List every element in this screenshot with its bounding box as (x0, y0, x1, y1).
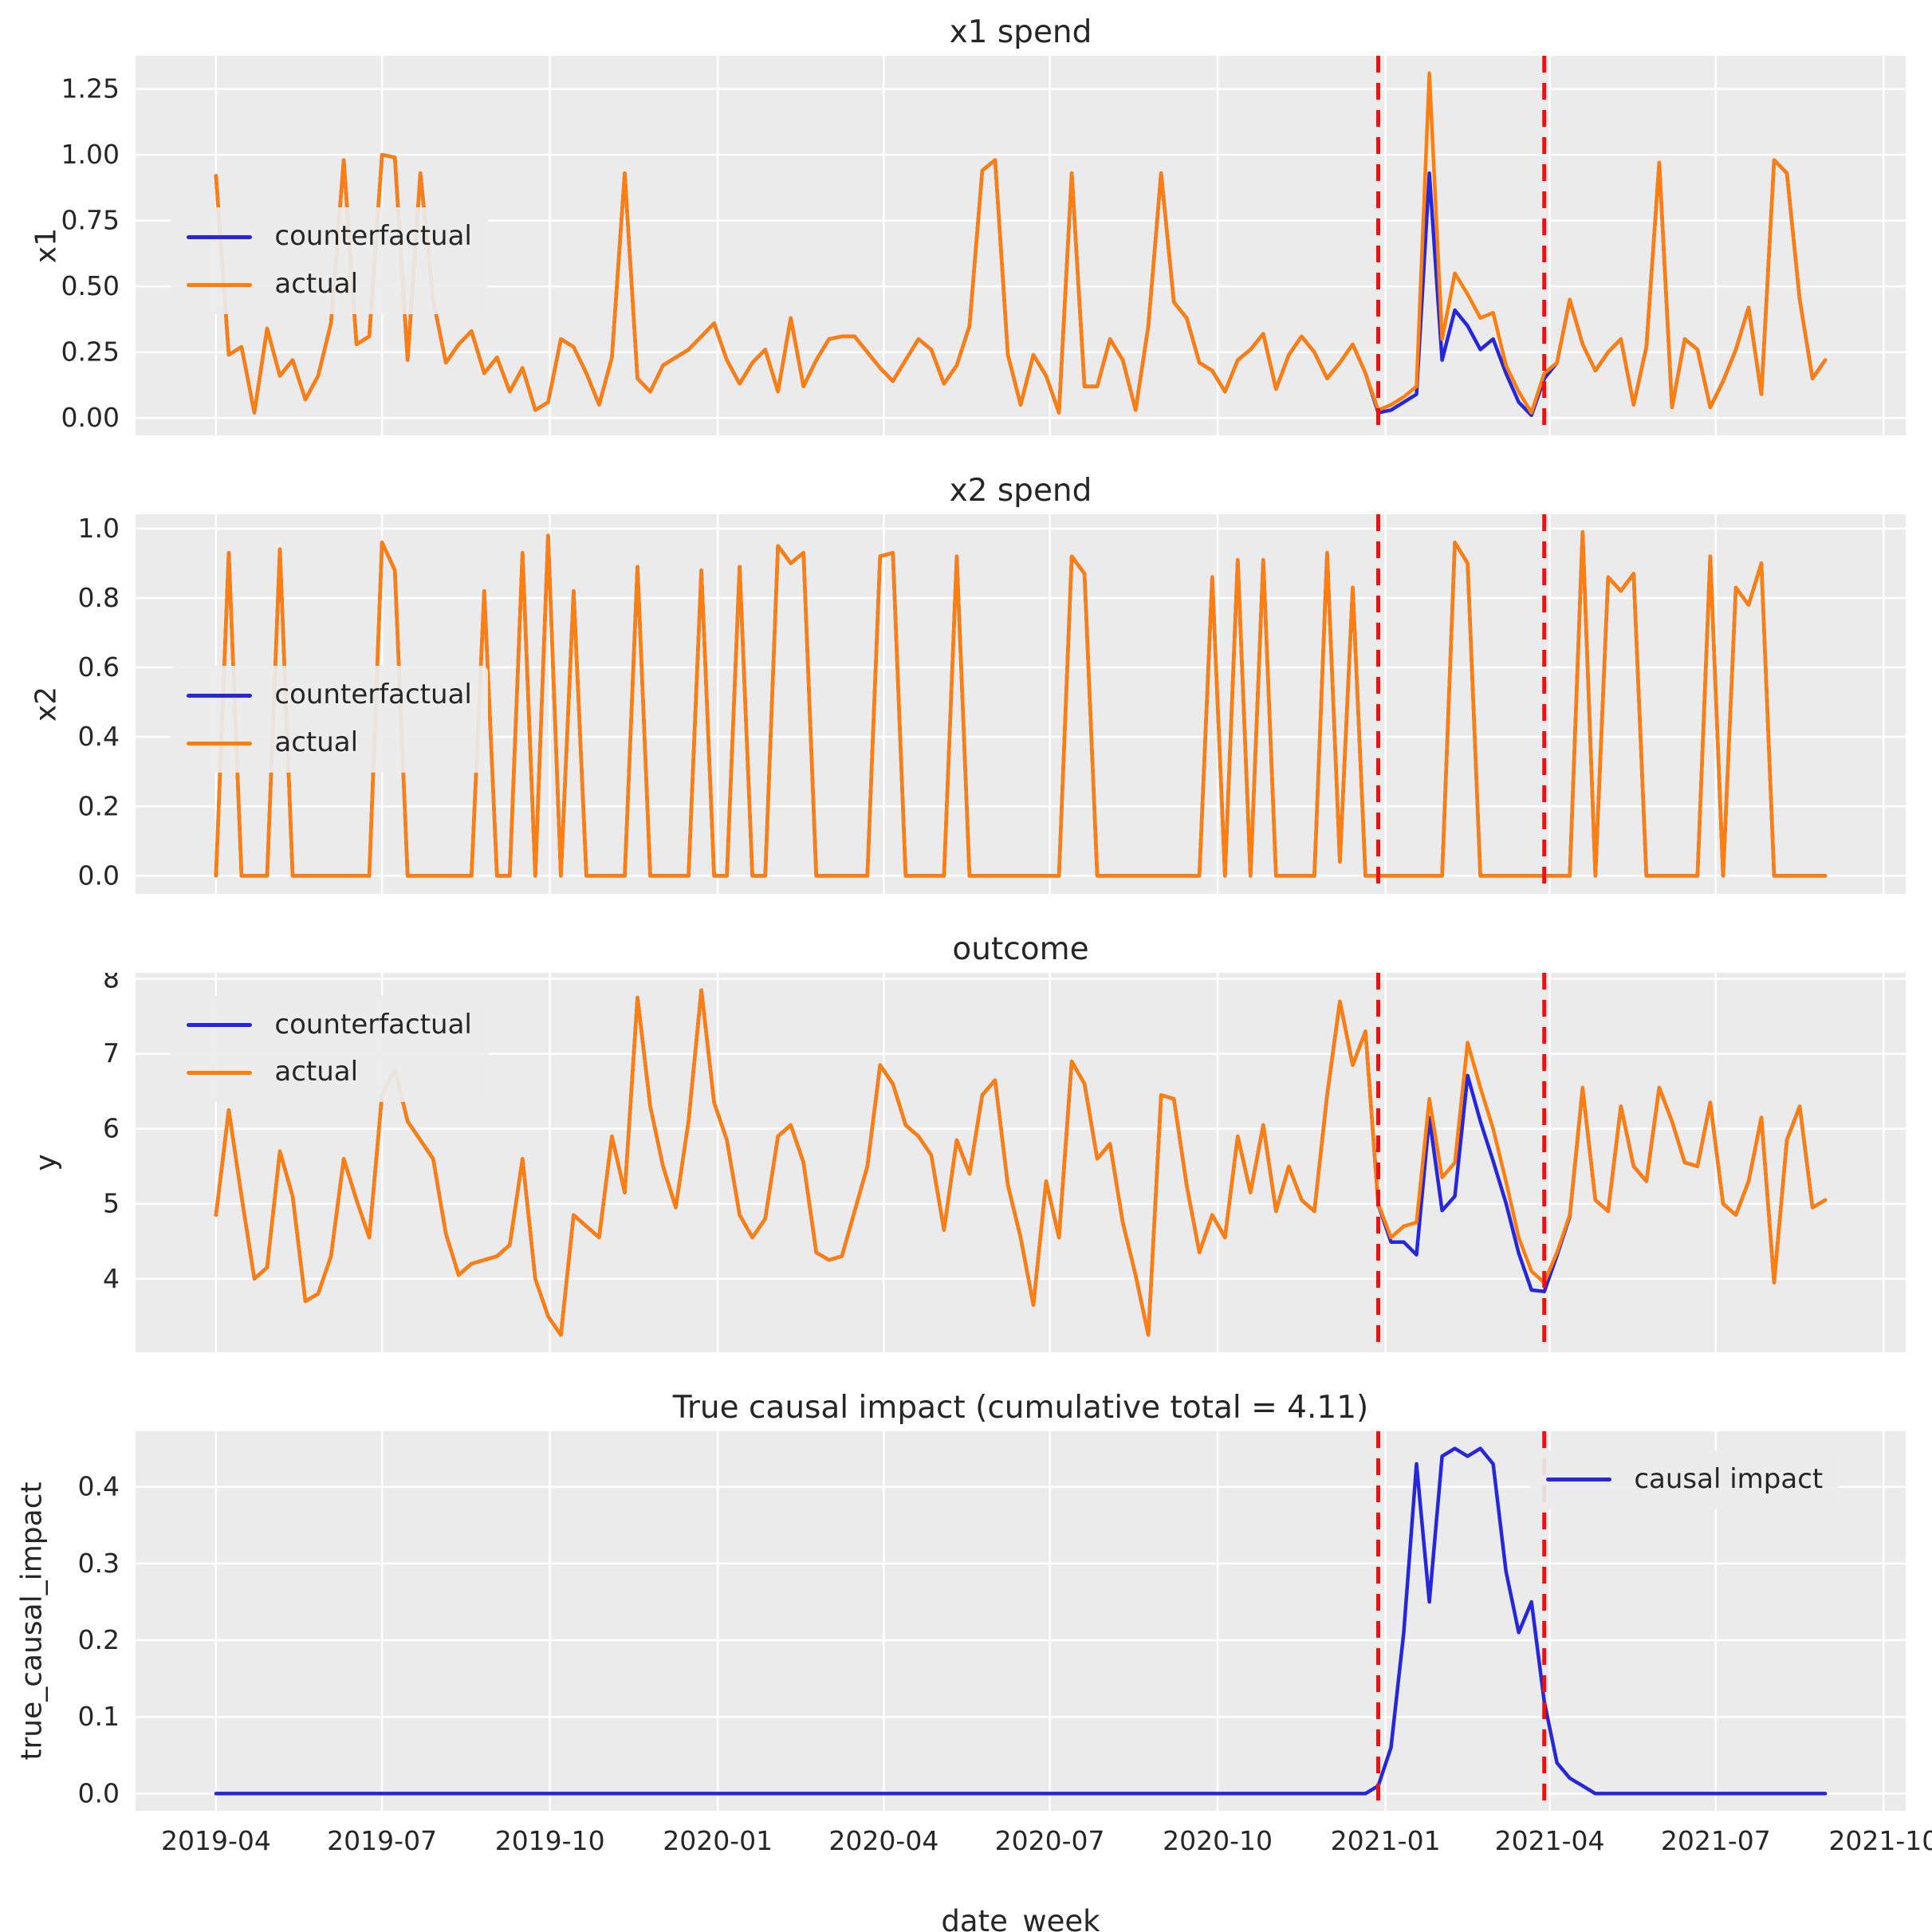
y-axis-label-true-causal-impact: true_causal_impact (15, 1481, 49, 1761)
legend-label: causal impact (1634, 1462, 1824, 1495)
y-tick-label: 0.00 (61, 402, 120, 433)
legend-outcome: counterfactual actual (171, 995, 488, 1103)
y-tick-label: 0.0 (78, 860, 120, 891)
x-tick-label: 2021-01 (1330, 1825, 1441, 1856)
x-tick-label: 2020-07 (994, 1825, 1105, 1856)
y-tick-label: 1.25 (61, 73, 120, 104)
y-tick-label: 4 (103, 1263, 120, 1294)
legend-item-causal-impact: causal impact (1546, 1462, 1823, 1498)
plot-area-true-causal-impact: 0.0 0.1 0.2 0.3 0.4 (78, 1431, 1906, 1811)
y-tick-label: 1.0 (78, 514, 120, 544)
series-line-causal-impact (214, 1446, 1828, 1796)
legend-item-actual: actual (187, 1054, 471, 1091)
y-axis-label-y: y (30, 1154, 63, 1171)
x-tick-label: 2019-07 (327, 1825, 438, 1856)
line-swatch-counterfactual-icon (187, 234, 253, 239)
y-tick-label: 0.4 (78, 1471, 120, 1502)
y-tick-label: 0.1 (78, 1701, 120, 1732)
line-swatch-actual-icon (187, 282, 253, 287)
panel-title-outcome: outcome (952, 931, 1089, 967)
y-tick-label: 0.8 (78, 582, 120, 613)
x-tick-label: 2020-01 (663, 1825, 773, 1856)
line-swatch-counterfactual-icon (187, 693, 253, 698)
y-tick-label: 6 (103, 1113, 120, 1144)
y-tick-label: 7 (103, 1038, 120, 1069)
gridlines (136, 1431, 1906, 1811)
legend-label: actual (274, 268, 359, 301)
line-swatch-causal-impact-icon (1546, 1478, 1612, 1482)
x-axis-label: date_week (941, 1904, 1100, 1932)
legend-label: counterfactual (274, 1008, 472, 1041)
y-tick-label: 0.3 (78, 1548, 120, 1579)
y-tick-label: 0.75 (61, 205, 120, 236)
y-tick-label: 0.25 (61, 336, 120, 368)
legend-label: counterfactual (274, 679, 472, 711)
panel-title-x2-spend: x2 spend (949, 473, 1092, 509)
legend-x1-spend: counterfactual actual (171, 207, 488, 315)
legend-causal-impact: causal impact (1530, 1450, 1840, 1509)
legend-label: actual (274, 1056, 359, 1088)
y-tick-label: 0.2 (78, 1624, 120, 1655)
panel-title-x1-spend: x1 spend (949, 14, 1092, 50)
legend-item-counterfactual: counterfactual (187, 677, 472, 714)
line-swatch-actual-icon (187, 1070, 253, 1075)
gridlines (136, 973, 1906, 1352)
y-tick-label: 0.0 (78, 1777, 120, 1808)
y-tick-label: 0.6 (78, 651, 120, 683)
series-line-actual (214, 529, 1828, 878)
line-swatch-actual-icon (187, 741, 253, 746)
y-tick-label: 0.4 (78, 721, 120, 752)
legend-label: counterfactual (274, 220, 472, 253)
y-tick-label: 0.50 (61, 270, 120, 301)
x-tick-label: 2021-10 (1828, 1825, 1932, 1856)
y-tick-label: 8 (103, 973, 120, 994)
y-axis-label-x1: x1 (30, 227, 63, 264)
x-tick-label: 2020-04 (828, 1825, 939, 1856)
legend-label: actual (274, 726, 359, 759)
y-tick-label: 5 (103, 1188, 120, 1219)
x-tick-label: 2021-07 (1660, 1825, 1771, 1856)
gridlines (136, 56, 1906, 435)
line-swatch-counterfactual-icon (187, 1022, 253, 1027)
series-line-actual (214, 71, 1828, 415)
legend-item-counterfactual: counterfactual (187, 218, 472, 255)
panel-title-true-causal-impact: True causal impact (cumulative total = 4… (672, 1390, 1369, 1426)
x-tick-label: 2019-04 (160, 1825, 271, 1856)
legend-item-counterfactual: counterfactual (187, 1007, 472, 1044)
x-tick-label: 2020-10 (1163, 1825, 1273, 1856)
legend-item-actual: actual (187, 266, 471, 303)
series-line-actual (214, 988, 1828, 1337)
legend-item-actual: actual (187, 725, 471, 761)
legend-x2-spend: counterfactual actual (171, 666, 488, 773)
x-tick-label: 2019-10 (494, 1825, 605, 1856)
y-tick-label: 0.2 (78, 790, 120, 821)
y-axis-label-x2: x2 (30, 686, 63, 722)
x-tick-label: 2021-04 (1494, 1825, 1605, 1856)
y-tick-label: 1.00 (61, 139, 120, 170)
